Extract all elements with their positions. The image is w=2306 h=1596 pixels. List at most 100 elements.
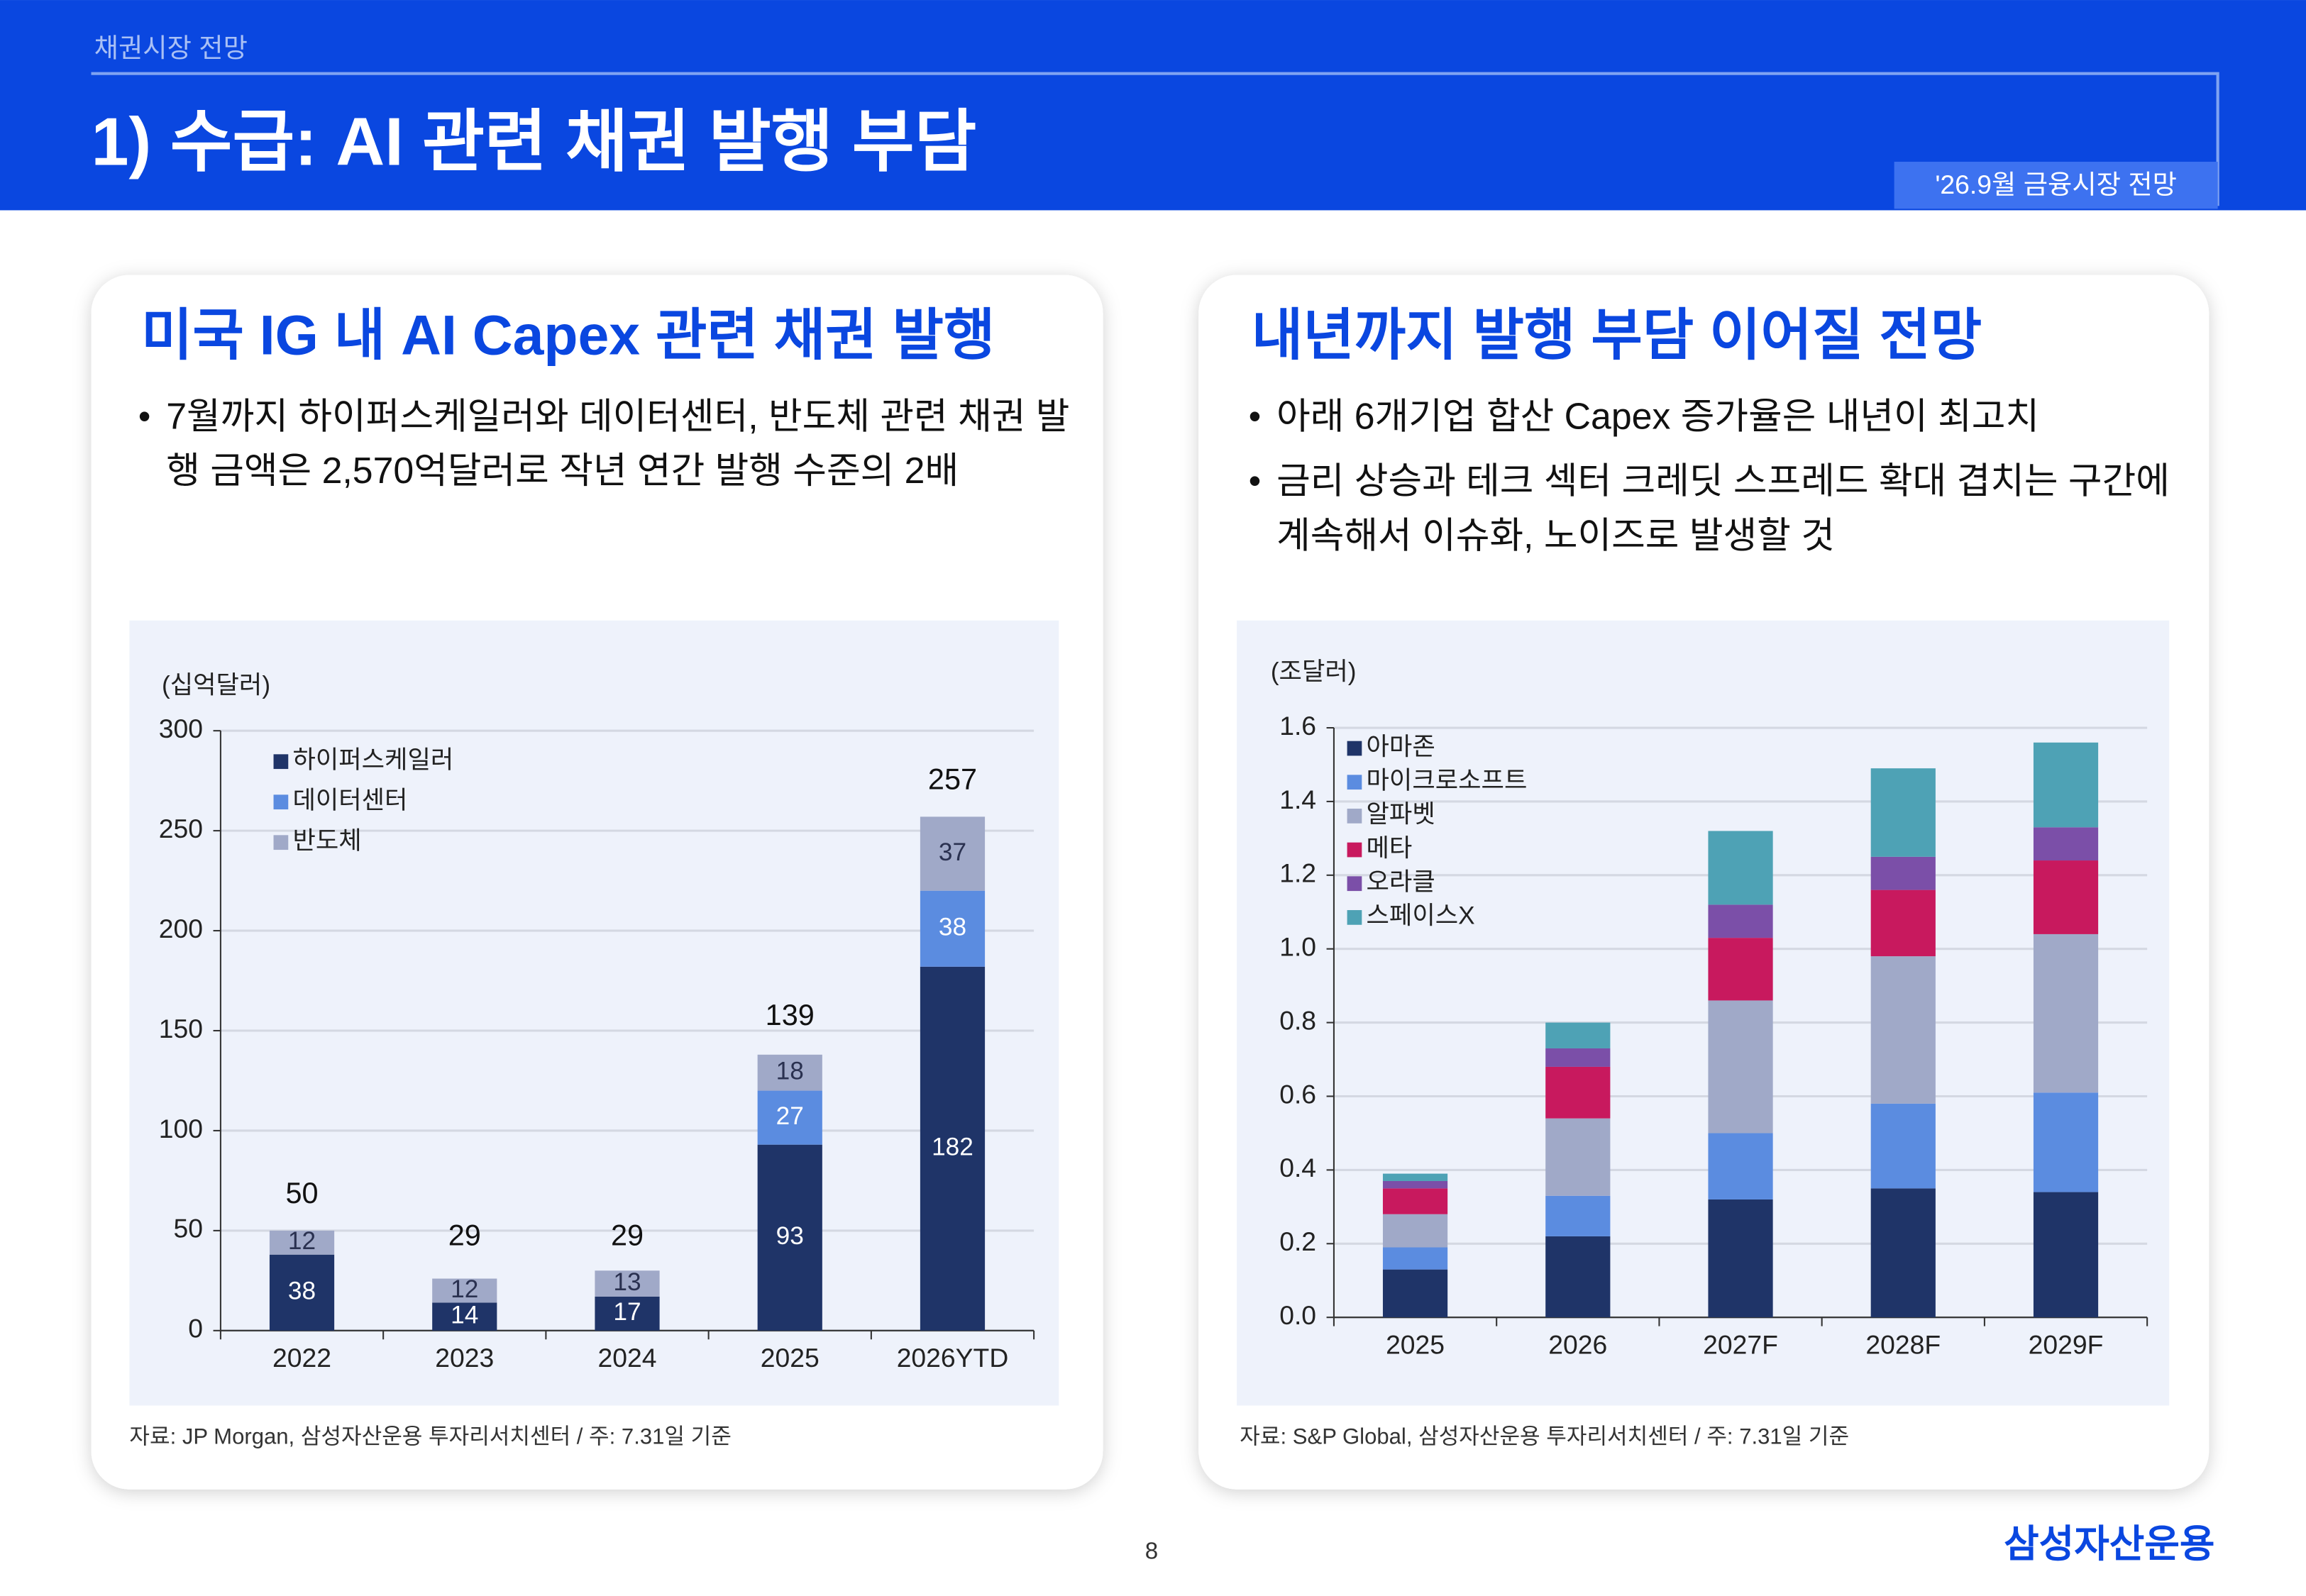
legend-label: 하이퍼스케일러 (292, 746, 453, 774)
y-tick-label: 100 (159, 1114, 203, 1143)
total-label: 139 (766, 998, 815, 1031)
y-tick-label: 0 (188, 1314, 203, 1343)
tag: '26.9월 금융시장 전망 (1935, 170, 2177, 199)
x-tick-label: 2023 (435, 1343, 494, 1373)
bar-segment (432, 1302, 497, 1331)
source-note: 자료: S&P Global, 삼성자산운용 투자리서치센터 / 주: 7.31… (1240, 1424, 1849, 1448)
bar-segment (1870, 1188, 1936, 1318)
bar-segment (2033, 1192, 2099, 1318)
bar-segment (1870, 890, 1936, 957)
y-tick-label: 50 (174, 1214, 204, 1243)
legend-swatch (1347, 876, 1362, 892)
x-tick-label: 2027F (1703, 1329, 1778, 1359)
total-label: 50 (285, 1176, 318, 1209)
bar-segment (269, 1254, 335, 1331)
value-label: 38 (288, 1278, 316, 1305)
logo: 삼성자산운용 (2004, 1523, 2214, 1565)
bullet-dot: • (1249, 397, 1261, 436)
total-label: 29 (448, 1218, 481, 1251)
bar-segment (1545, 1195, 1611, 1236)
y-tick-label: 1.6 (1279, 711, 1316, 741)
y-axis-unit: (십억달러) (162, 671, 270, 699)
x-tick-label: 2028F (1865, 1329, 1941, 1359)
y-tick-label: 1.2 (1279, 858, 1316, 888)
bar-segment (1382, 1269, 1448, 1318)
total-label: 257 (928, 763, 977, 796)
bar-segment (1382, 1173, 1448, 1181)
legend-label: 알파벳 (1367, 801, 1435, 829)
bar-segment (595, 1270, 660, 1297)
bar-segment (1545, 1048, 1611, 1067)
y-tick-label: 0.4 (1279, 1153, 1316, 1182)
bullet-dot: • (138, 397, 150, 436)
y-tick-label: 150 (159, 1014, 203, 1043)
y-tick-label: 1.4 (1279, 785, 1316, 814)
bullet-text: 아래 6개기업 합산 Capex 증가율은 내년이 최고치 (1276, 395, 2039, 436)
tag-box (1894, 162, 2218, 209)
bullet-text: 행 금액은 2,570억달러로 작년 연간 발행 수준의 2배 (166, 450, 959, 491)
y-tick-label: 0.2 (1279, 1226, 1316, 1256)
bar-segment (1870, 956, 1936, 1104)
bar-segment (1708, 1000, 1773, 1134)
bar-segment (1708, 1199, 1773, 1318)
value-label: 14 (451, 1301, 478, 1329)
value-label: 18 (776, 1058, 804, 1085)
x-tick-label: 2024 (598, 1343, 657, 1373)
bar-segment (920, 966, 986, 1331)
bullet-text: 계속해서 이슈화, 노이즈로 발생할 것 (1276, 514, 1835, 555)
value-label: 93 (776, 1222, 804, 1250)
legend-swatch (1347, 809, 1362, 824)
value-label: 12 (451, 1275, 478, 1303)
legend-label: 마이크로소프트 (1367, 767, 1528, 794)
legend-swatch (1347, 741, 1362, 756)
y-tick-label: 0.0 (1279, 1300, 1316, 1330)
bar-segment (757, 1144, 822, 1331)
legend-label: 데이터센터 (292, 787, 407, 814)
bar-segment (1382, 1180, 1448, 1189)
page-title: 1) 수급: AI 관련 채권 발행 부담 (92, 104, 977, 179)
bar-segment (1870, 1103, 1936, 1189)
bar-segment (1382, 1214, 1448, 1248)
bar-segment (1382, 1247, 1448, 1270)
bar-segment (1545, 1118, 1611, 1196)
panel-heading: 미국 IG 내 AI Capex 관련 채권 발행 (141, 304, 995, 367)
bar-segment (757, 1054, 822, 1091)
value-label: 13 (613, 1268, 641, 1296)
bar-segment (2033, 827, 2099, 861)
x-tick-label: 2025 (1386, 1329, 1445, 1359)
bar-segment (432, 1278, 497, 1303)
y-tick-label: 1.0 (1279, 932, 1316, 962)
legend-label: 오라클 (1367, 868, 1435, 896)
bar-segment (595, 1296, 660, 1331)
x-tick-label: 2025 (761, 1343, 820, 1373)
legend-swatch (273, 794, 289, 810)
legend-swatch (273, 754, 289, 770)
value-label: 38 (939, 914, 966, 941)
bar-segment (1870, 768, 1936, 857)
value-label: 17 (613, 1298, 641, 1326)
bar-segment (269, 1230, 335, 1255)
bar-segment (2033, 742, 2099, 828)
bar-segment (1708, 831, 1773, 905)
value-label: 27 (776, 1102, 804, 1130)
y-tick-label: 300 (159, 714, 203, 743)
y-tick-label: 250 (159, 814, 203, 843)
panel-heading: 내년까지 발행 부담 이어질 전망 (1252, 304, 1982, 367)
y-tick-label: 200 (159, 914, 203, 943)
bar-segment (920, 816, 986, 891)
value-label: 182 (932, 1134, 973, 1161)
bar-segment (1708, 1133, 1773, 1199)
x-tick-label: 2026YTD (897, 1343, 1009, 1373)
bar-segment (2033, 860, 2099, 934)
legend-swatch (1347, 775, 1362, 790)
bullet-text: 7월까지 하이퍼스케일러와 데이터센터, 반도체 관련 채권 발 (166, 395, 1069, 436)
bar-segment (2033, 933, 2099, 1093)
legend-label: 반도체 (292, 827, 361, 855)
y-axis-unit: (조달러) (1271, 658, 1357, 686)
x-tick-label: 2029F (2029, 1329, 2104, 1359)
page-number: 8 (1145, 1539, 1158, 1565)
legend-label: 아마존 (1367, 733, 1435, 760)
legend-swatch (1347, 842, 1362, 858)
bar-segment (1708, 938, 1773, 1001)
